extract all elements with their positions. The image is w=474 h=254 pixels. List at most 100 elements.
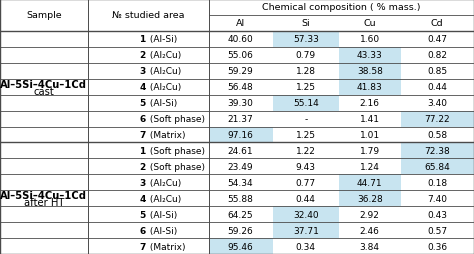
Bar xyxy=(209,190,273,206)
Bar xyxy=(401,32,474,47)
Text: (Al₂Cu): (Al₂Cu) xyxy=(147,51,181,60)
Text: Chemical composition ( % mass.): Chemical composition ( % mass.) xyxy=(262,3,420,12)
Text: Cu: Cu xyxy=(364,19,376,28)
Bar xyxy=(339,79,401,95)
Text: Al–5Si–4Cu–1Cd: Al–5Si–4Cu–1Cd xyxy=(0,190,87,201)
Text: 95.46: 95.46 xyxy=(228,242,254,250)
Text: (Soft phase): (Soft phase) xyxy=(147,162,205,171)
Text: (Al₂Cu): (Al₂Cu) xyxy=(147,83,181,92)
Text: 0.85: 0.85 xyxy=(427,67,447,76)
Text: 5: 5 xyxy=(139,210,146,219)
Text: 64.25: 64.25 xyxy=(228,210,254,219)
Bar xyxy=(273,47,339,64)
Text: 37.71: 37.71 xyxy=(293,226,319,235)
Text: 9.43: 9.43 xyxy=(296,162,316,171)
Text: 4: 4 xyxy=(139,83,146,92)
Text: 36.28: 36.28 xyxy=(357,194,383,203)
Text: (Al-Si): (Al-Si) xyxy=(147,226,177,235)
Bar xyxy=(209,32,273,47)
Text: № studied area: № studied area xyxy=(112,11,184,20)
Text: Al–5Si–4Cu–1Cd: Al–5Si–4Cu–1Cd xyxy=(0,80,87,89)
Text: (Al₂Cu): (Al₂Cu) xyxy=(147,178,181,187)
Text: 0.36: 0.36 xyxy=(427,242,447,250)
Text: Si: Si xyxy=(301,19,310,28)
Bar xyxy=(339,190,401,206)
Bar xyxy=(339,47,401,64)
Bar xyxy=(339,127,401,143)
Text: after HT: after HT xyxy=(24,197,64,207)
Bar xyxy=(273,32,339,47)
Bar xyxy=(209,238,273,254)
Text: 0.43: 0.43 xyxy=(427,210,447,219)
Text: 59.26: 59.26 xyxy=(228,226,254,235)
Bar xyxy=(339,159,401,175)
Text: 7: 7 xyxy=(139,242,146,250)
Text: 54.34: 54.34 xyxy=(228,178,254,187)
Bar xyxy=(209,175,273,190)
Text: 39.30: 39.30 xyxy=(228,99,254,108)
Bar xyxy=(401,175,474,190)
Text: 40.60: 40.60 xyxy=(228,35,254,44)
Text: 97.16: 97.16 xyxy=(228,131,254,139)
Bar xyxy=(273,222,339,238)
Text: (Al-Si): (Al-Si) xyxy=(147,35,177,44)
Text: (Al-Si): (Al-Si) xyxy=(147,210,177,219)
Text: 5: 5 xyxy=(139,99,146,108)
Text: 1.25: 1.25 xyxy=(296,83,316,92)
Text: 6: 6 xyxy=(139,226,146,235)
Bar xyxy=(401,79,474,95)
Text: 0.82: 0.82 xyxy=(427,51,447,60)
Text: 1.79: 1.79 xyxy=(360,146,380,155)
Bar xyxy=(273,143,339,159)
Bar xyxy=(273,79,339,95)
Bar xyxy=(401,159,474,175)
Text: 2.92: 2.92 xyxy=(360,210,380,219)
Bar xyxy=(209,159,273,175)
Text: Al: Al xyxy=(236,19,245,28)
Text: 0.34: 0.34 xyxy=(296,242,316,250)
Bar xyxy=(401,127,474,143)
Text: 2: 2 xyxy=(139,51,146,60)
Text: 1.41: 1.41 xyxy=(360,115,380,123)
Text: 2.16: 2.16 xyxy=(360,99,380,108)
Bar xyxy=(401,190,474,206)
Text: 0.47: 0.47 xyxy=(427,35,447,44)
Text: 0.79: 0.79 xyxy=(296,51,316,60)
Bar xyxy=(209,95,273,111)
Bar xyxy=(339,175,401,190)
Bar xyxy=(339,111,401,127)
Text: 41.83: 41.83 xyxy=(357,83,383,92)
Bar xyxy=(401,111,474,127)
Text: 0.77: 0.77 xyxy=(296,178,316,187)
Text: 56.48: 56.48 xyxy=(228,83,254,92)
Text: 38.58: 38.58 xyxy=(357,67,383,76)
Bar xyxy=(209,64,273,79)
Text: (Al-Si): (Al-Si) xyxy=(147,99,177,108)
Text: 3.40: 3.40 xyxy=(427,99,447,108)
Text: 32.40: 32.40 xyxy=(293,210,319,219)
Bar xyxy=(401,143,474,159)
Text: 3.84: 3.84 xyxy=(360,242,380,250)
Text: 7: 7 xyxy=(139,131,146,139)
Text: 0.18: 0.18 xyxy=(427,178,447,187)
Bar xyxy=(273,206,339,222)
Text: 4: 4 xyxy=(139,194,146,203)
Text: Cd: Cd xyxy=(431,19,444,28)
Text: (Matrix): (Matrix) xyxy=(147,242,185,250)
Text: 43.33: 43.33 xyxy=(357,51,383,60)
Bar xyxy=(273,111,339,127)
Text: 44.71: 44.71 xyxy=(357,178,383,187)
Bar xyxy=(273,127,339,143)
Bar xyxy=(209,143,273,159)
Text: 57.33: 57.33 xyxy=(293,35,319,44)
Text: 72.38: 72.38 xyxy=(424,146,450,155)
Bar xyxy=(401,222,474,238)
Bar xyxy=(401,206,474,222)
Text: 6: 6 xyxy=(139,115,146,123)
Bar xyxy=(209,206,273,222)
Text: -: - xyxy=(304,115,307,123)
Text: 2: 2 xyxy=(139,162,146,171)
Bar xyxy=(209,79,273,95)
Text: 1.01: 1.01 xyxy=(360,131,380,139)
Text: 1.24: 1.24 xyxy=(360,162,380,171)
